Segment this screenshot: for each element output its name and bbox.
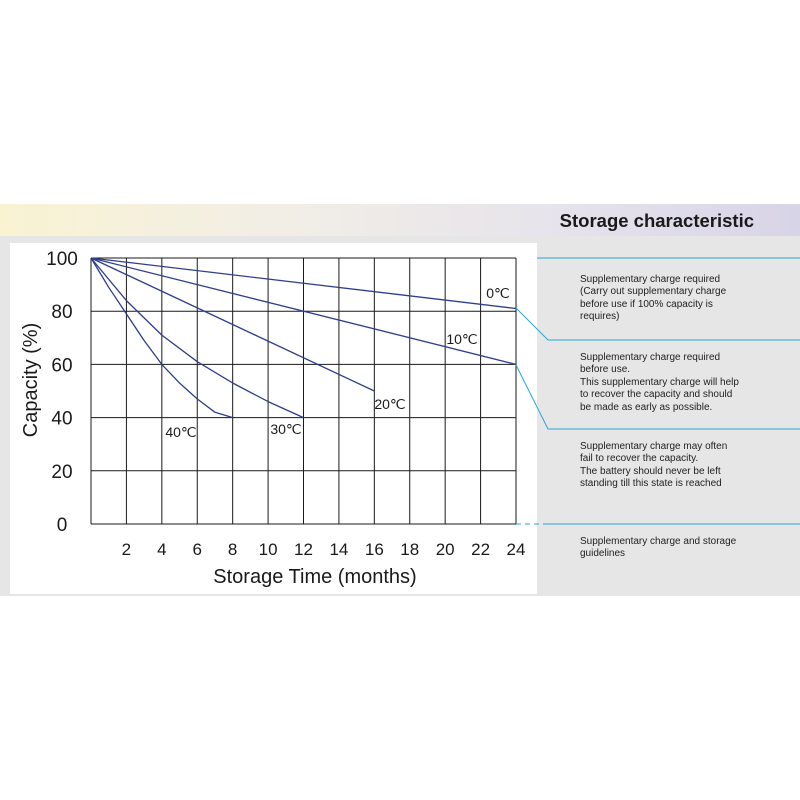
- x-tick-label-10: 22: [471, 540, 490, 559]
- series-label-3: 30℃: [270, 421, 301, 437]
- x-tick-label-1: 4: [157, 540, 166, 559]
- note-0-line-1: (Carry out supplementary charge: [580, 286, 727, 298]
- y-tick-label-0: 0: [57, 515, 68, 536]
- x-tick-label-2: 6: [193, 540, 202, 559]
- note-0-line-2: before use if 100% capacity is: [580, 298, 713, 310]
- x-tick-label-7: 16: [365, 540, 384, 559]
- series-label-2: 20℃: [374, 396, 405, 412]
- series-line-0: [90, 257, 517, 310]
- leader-lines: [515, 257, 800, 525]
- note-1: Supplementary charge required before use…: [580, 352, 739, 414]
- note-1-line-1: before use.: [580, 364, 631, 376]
- note-3: Supplementary charge and storage guideli…: [580, 536, 736, 561]
- series-label-4: 40℃: [165, 424, 196, 440]
- x-axis-label: Storage Time (months): [213, 566, 416, 588]
- x-tick-label-4: 10: [259, 540, 278, 559]
- title-banner: Storage characteristic: [0, 204, 800, 236]
- leader-60: [515, 364, 800, 430]
- note-2-line-1: fail to recover the capacity.: [580, 453, 699, 465]
- y-tick-label-3: 60: [51, 355, 72, 376]
- note-1-line-2: This supplementary charge will help: [580, 376, 739, 388]
- series-label-1: 10℃: [446, 331, 477, 347]
- y-axis-label: Capacity (%): [20, 323, 42, 437]
- x-tick-label-0: 2: [122, 540, 131, 559]
- note-2: Supplementary charge may often fail to r…: [580, 441, 727, 491]
- series-line-2: [90, 257, 375, 392]
- note-0-line-3: requires): [580, 311, 620, 323]
- note-0: Supplementary charge required (Carry out…: [580, 274, 726, 324]
- note-1-line-4: be made as early as possible.: [580, 401, 713, 413]
- plot-area-background: [10, 243, 537, 594]
- note-3-line-0: Supplementary charge and storage: [580, 536, 737, 547]
- note-2-line-0: Supplementary charge may often: [580, 441, 728, 452]
- x-tick-label-9: 20: [436, 540, 455, 559]
- note-1-line-3: to recover the capacity and should: [580, 389, 733, 401]
- leader-80: [515, 307, 800, 341]
- y-tick-label-1: 20: [51, 462, 72, 483]
- x-tick-label-8: 18: [400, 540, 419, 559]
- y-tick-label-4: 80: [51, 302, 72, 323]
- note-3-line-1: guidelines: [580, 548, 626, 560]
- note-2-line-3: standing till this state is reached: [580, 478, 722, 490]
- x-tick-label-5: 12: [294, 540, 313, 559]
- x-tick-label-3: 8: [228, 540, 237, 559]
- grid: [90, 257, 517, 525]
- series-line-3: [90, 257, 304, 419]
- series-line-1: [90, 257, 517, 366]
- x-tick-label-6: 14: [329, 540, 348, 559]
- page-title: Storage characteristic: [559, 210, 754, 231]
- y-tick-label-5: 100: [46, 249, 78, 270]
- note-2-line-2: The battery should never be left: [580, 465, 721, 477]
- note-1-line-0: Supplementary charge required: [580, 352, 721, 363]
- series-label-0: 0℃: [486, 285, 510, 301]
- y-tick-label-2: 40: [51, 409, 72, 430]
- series-line-4: [90, 257, 233, 419]
- x-tick-label-11: 24: [507, 540, 526, 559]
- note-0-line-0: Supplementary charge required: [580, 274, 721, 285]
